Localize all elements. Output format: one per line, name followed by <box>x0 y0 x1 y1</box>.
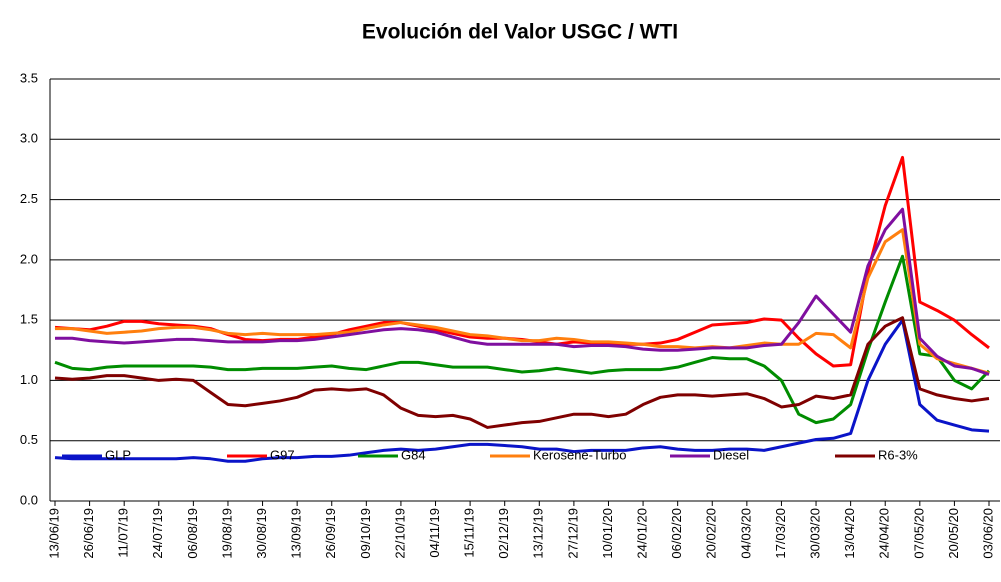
x-tick-label: 13/06/19 <box>46 508 61 559</box>
x-tick-label: 13/04/20 <box>842 508 857 559</box>
x-tick-label: 22/10/19 <box>392 508 407 559</box>
x-tick-label: 04/11/19 <box>427 508 442 558</box>
legend-label: R6-3% <box>878 447 918 462</box>
x-tick-label: 19/08/19 <box>219 508 234 559</box>
x-tick-label: 06/02/20 <box>669 508 684 559</box>
x-tick-label: 03/06/20 <box>980 508 995 559</box>
x-tick-label: 20/05/20 <box>946 508 961 559</box>
x-tick-label: 11/07/19 <box>116 508 131 558</box>
x-tick-label: 24/04/20 <box>877 508 892 559</box>
x-tick-label: 04/03/20 <box>738 508 753 559</box>
y-tick-label: 0.0 <box>20 492 38 507</box>
x-tick-label: 26/09/19 <box>323 508 338 559</box>
series-line <box>54 316 990 429</box>
x-tick-label: 20/02/20 <box>704 508 719 559</box>
x-tick-label: 30/03/20 <box>807 508 822 559</box>
y-tick-label: 3.5 <box>20 70 38 85</box>
x-tick-label: 17/03/20 <box>773 508 788 559</box>
legend-label: Diesel <box>713 447 749 462</box>
legend-label: Kerosene-Turbo <box>533 447 626 462</box>
y-tick-label: 1.0 <box>20 372 38 387</box>
y-tick-label: 2.5 <box>20 191 38 206</box>
series-line <box>54 254 991 425</box>
x-tick-label: 10/01/20 <box>600 508 615 559</box>
legend-label: G84 <box>401 447 426 462</box>
x-tick-label: 15/11/19 <box>462 508 477 558</box>
x-tick-label: 24/01/20 <box>635 508 650 559</box>
chart-title: Evolución del Valor USGC / WTI <box>362 21 678 44</box>
x-tick-label: 27/12/19 <box>565 508 580 559</box>
y-tick-label: 0.5 <box>20 432 38 447</box>
x-tick-label: 13/09/19 <box>289 508 304 559</box>
x-tick-label: 24/07/19 <box>150 508 165 559</box>
x-tick-label: 02/12/19 <box>496 508 511 559</box>
legend-label: G97 <box>270 447 295 462</box>
series-line <box>54 155 990 368</box>
y-tick-label: 3.0 <box>20 131 38 146</box>
x-tick-label: 30/08/19 <box>254 508 269 559</box>
x-tick-label: 09/10/19 <box>358 508 373 559</box>
y-tick-label: 2.0 <box>20 251 38 266</box>
series-line <box>54 318 990 463</box>
y-tick-label: 1.5 <box>20 312 38 327</box>
series-line <box>55 228 990 375</box>
x-tick-label: 07/05/20 <box>911 508 926 559</box>
x-tick-label: 13/12/19 <box>531 508 546 559</box>
x-tick-label: 06/08/19 <box>185 508 200 559</box>
series-line <box>55 207 990 376</box>
legend-label: GLP <box>105 447 131 462</box>
x-tick-label: 26/06/19 <box>81 508 96 559</box>
